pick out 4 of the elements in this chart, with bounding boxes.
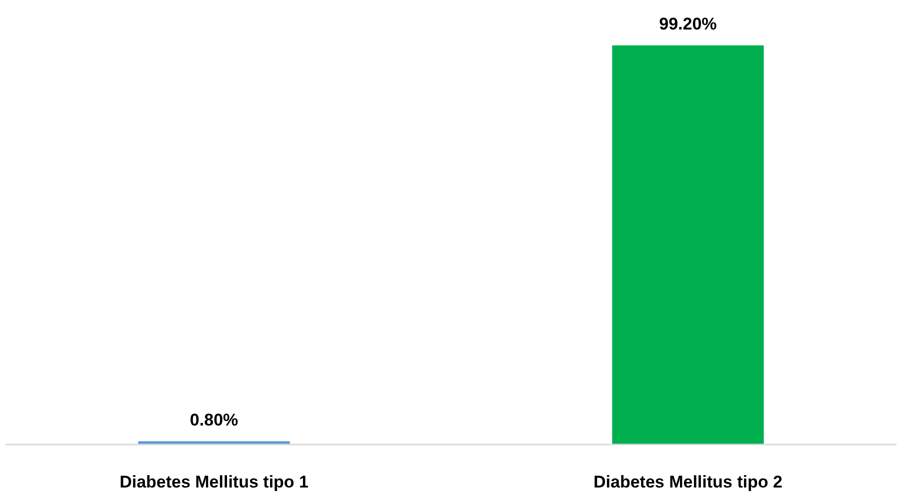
data-label: 0.80% <box>190 410 238 430</box>
x-tick-label: Diabetes Mellitus tipo 2 <box>594 472 782 492</box>
x-tick-label: Diabetes Mellitus tipo 1 <box>120 472 309 492</box>
data-label: 99.20% <box>659 14 717 34</box>
